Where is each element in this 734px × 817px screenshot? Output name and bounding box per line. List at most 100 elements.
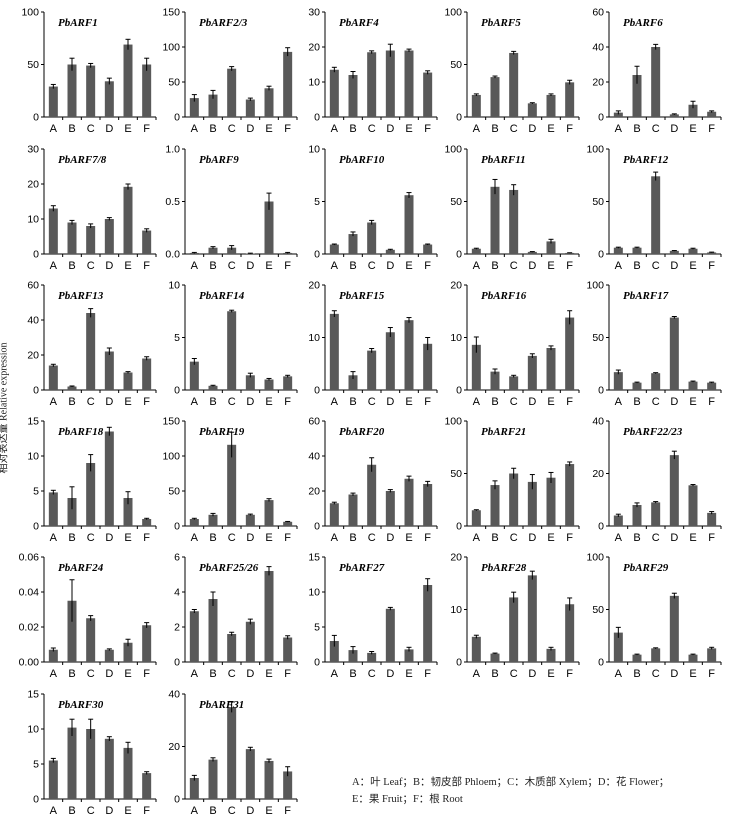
y-tick-label: 100 bbox=[586, 552, 604, 564]
y-tick-label: 5 bbox=[33, 759, 39, 771]
x-tick-label: F bbox=[708, 396, 715, 408]
y-tick-label: 150 bbox=[162, 7, 180, 19]
x-tick-label: A bbox=[615, 668, 623, 680]
bar bbox=[208, 599, 218, 662]
bar bbox=[367, 222, 377, 254]
y-tick-label: 10 bbox=[27, 451, 39, 463]
bar bbox=[509, 189, 519, 254]
panel-title: PbARF4 bbox=[339, 17, 379, 29]
bar bbox=[527, 355, 537, 390]
x-tick-label: C bbox=[228, 260, 236, 272]
chart-panel-16: 0 5 10 15 A B C D E F PbARF18 bbox=[27, 416, 157, 544]
bar bbox=[48, 649, 58, 662]
x-tick-label: D bbox=[670, 260, 678, 272]
bar bbox=[471, 344, 481, 390]
y-tick-label: 20 bbox=[27, 350, 39, 362]
x-tick-label: F bbox=[143, 260, 150, 272]
y-tick-label: 0 bbox=[314, 112, 320, 124]
bar bbox=[283, 637, 293, 662]
y-tick-label: 100 bbox=[444, 7, 462, 19]
x-tick-label: B bbox=[209, 123, 216, 135]
y-tick-label: 150 bbox=[162, 416, 180, 428]
y-tick-label: 0 bbox=[314, 657, 320, 669]
x-tick-label: E bbox=[689, 396, 696, 408]
y-tick-label: 10 bbox=[308, 77, 320, 89]
x-tick-label: F bbox=[424, 260, 431, 272]
y-tick-label: 0 bbox=[174, 112, 180, 124]
bar bbox=[67, 600, 77, 662]
bar bbox=[348, 234, 358, 254]
chart-panel-19: 0 50 100 A B C D E F PbARF21 bbox=[444, 416, 580, 544]
bar bbox=[227, 707, 237, 799]
x-tick-label: A bbox=[331, 532, 339, 544]
x-tick-label: B bbox=[633, 668, 640, 680]
x-tick-label: C bbox=[368, 123, 376, 135]
panel-title: PbARF28 bbox=[481, 562, 527, 574]
x-tick-label: B bbox=[68, 532, 75, 544]
bar bbox=[471, 636, 481, 662]
x-tick-label: E bbox=[405, 668, 412, 680]
bar bbox=[104, 738, 114, 799]
x-tick-label: D bbox=[246, 805, 254, 817]
bar bbox=[509, 597, 519, 662]
y-tick-label: 0.06 bbox=[19, 552, 40, 564]
x-tick-label: E bbox=[405, 532, 412, 544]
bar bbox=[490, 371, 500, 390]
y-tick-label: 0 bbox=[33, 521, 39, 533]
x-tick-label: F bbox=[284, 532, 291, 544]
bar bbox=[632, 382, 642, 390]
bar bbox=[613, 247, 623, 254]
bar bbox=[329, 503, 339, 526]
bar bbox=[707, 382, 717, 390]
x-tick-label: A bbox=[331, 123, 339, 135]
x-tick-label: A bbox=[473, 123, 481, 135]
chart-panel-14: 0 10 20 A B C D E F PbARF16 bbox=[450, 280, 580, 408]
x-tick-label: F bbox=[566, 260, 573, 272]
chart-panel-9: 0 50 100 A B C D E F PbARF11 bbox=[444, 144, 580, 272]
bar bbox=[546, 648, 556, 662]
bar bbox=[423, 72, 433, 117]
panel-title: PbARF11 bbox=[481, 154, 526, 166]
x-tick-label: D bbox=[670, 668, 678, 680]
bar bbox=[245, 514, 255, 526]
bar bbox=[104, 351, 114, 390]
bar bbox=[423, 585, 433, 662]
x-tick-label: F bbox=[143, 532, 150, 544]
y-tick-label: 50 bbox=[592, 196, 604, 208]
x-tick-label: D bbox=[246, 123, 254, 135]
y-tick-label: 0 bbox=[33, 249, 39, 261]
bar bbox=[48, 492, 58, 526]
bar bbox=[329, 244, 339, 254]
bar bbox=[471, 94, 481, 117]
bar bbox=[227, 247, 237, 254]
panel-title: PbARF25/26 bbox=[199, 562, 259, 574]
x-tick-label: E bbox=[265, 805, 272, 817]
bar bbox=[688, 248, 698, 254]
bar bbox=[245, 749, 255, 799]
x-tick-label: B bbox=[491, 123, 498, 135]
y-tick-label: 20 bbox=[27, 179, 39, 191]
x-tick-label: D bbox=[386, 532, 394, 544]
x-tick-label: A bbox=[191, 805, 199, 817]
x-tick-label: D bbox=[105, 396, 113, 408]
chart-panel-22: 0 2 4 6 A B C D E F PbARF25/26 bbox=[174, 552, 298, 680]
bar bbox=[367, 652, 377, 662]
x-tick-label: A bbox=[50, 123, 58, 135]
x-tick-label: E bbox=[265, 260, 272, 272]
bar bbox=[189, 611, 199, 662]
bar bbox=[423, 244, 433, 254]
bar bbox=[189, 778, 199, 799]
bar bbox=[142, 358, 152, 390]
y-tick-label: 20 bbox=[308, 280, 320, 292]
y-tick-label: 10 bbox=[308, 144, 320, 156]
bar bbox=[688, 485, 698, 526]
y-tick-label: 0 bbox=[33, 385, 39, 397]
x-tick-label: E bbox=[265, 668, 272, 680]
x-tick-label: B bbox=[209, 668, 216, 680]
x-tick-label: B bbox=[491, 260, 498, 272]
bar bbox=[245, 375, 255, 390]
bar bbox=[142, 519, 152, 526]
chart-panel-23: 0 5 10 15 A B C D E F PbARF27 bbox=[308, 552, 438, 680]
bar bbox=[527, 251, 537, 254]
bar bbox=[669, 114, 679, 117]
